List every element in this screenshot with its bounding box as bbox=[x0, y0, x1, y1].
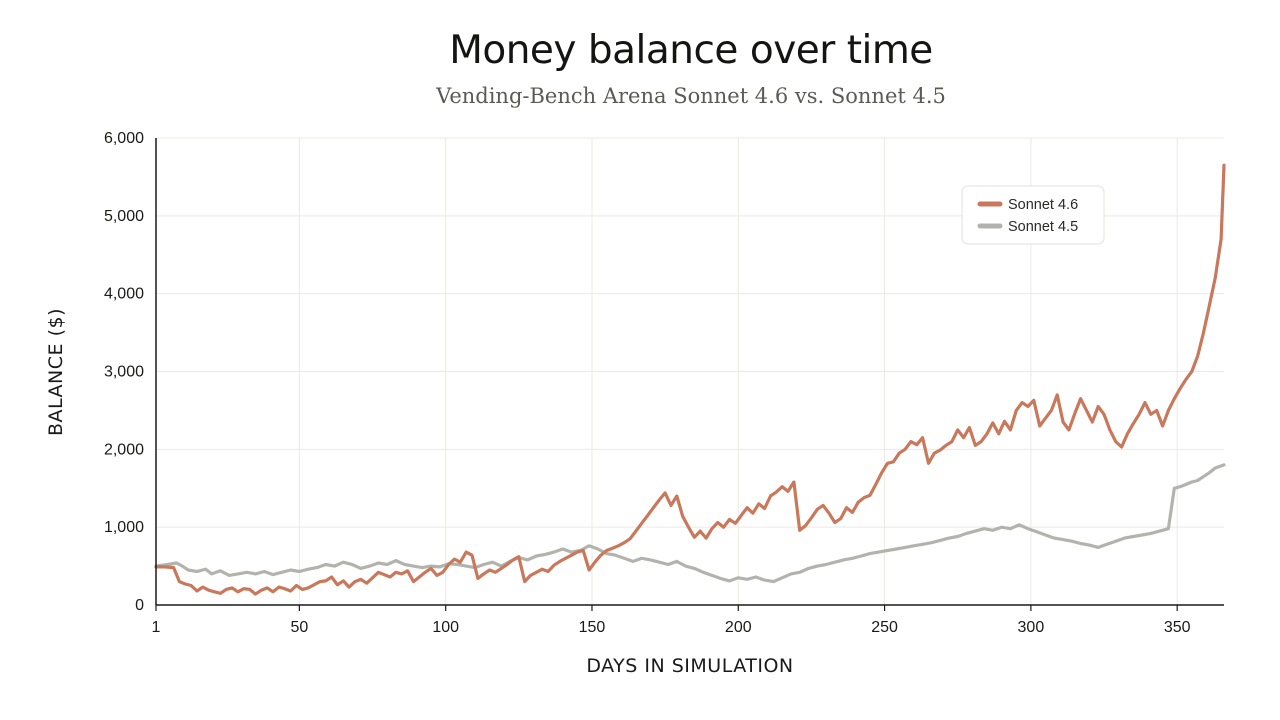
x-axis-title: DAYS IN SIMULATION bbox=[586, 655, 793, 677]
legend-label-sonnet-4-6: Sonnet 4.6 bbox=[1008, 197, 1078, 213]
x-tick-label: 300 bbox=[1018, 619, 1045, 636]
y-tick-label: 3,000 bbox=[104, 364, 144, 381]
series-line-sonnet-4-5 bbox=[154, 463, 1226, 584]
y-tick-label: 1,000 bbox=[104, 519, 144, 536]
x-tick-label: 250 bbox=[871, 619, 898, 636]
y-tick-label: 0 bbox=[135, 597, 144, 614]
x-tick-label: 200 bbox=[725, 619, 752, 636]
series-layer bbox=[154, 163, 1226, 596]
series-line-sonnet-4-6 bbox=[154, 163, 1226, 596]
legend-label-sonnet-4-5: Sonnet 4.5 bbox=[1008, 219, 1078, 235]
legend-box bbox=[961, 185, 1105, 245]
y-tick-label: 5,000 bbox=[104, 208, 144, 225]
axis-layer bbox=[155, 138, 1224, 611]
x-tick-label: 1 bbox=[152, 619, 161, 636]
y-tick-label: 4,000 bbox=[104, 286, 144, 303]
x-tick-label: 50 bbox=[290, 619, 308, 636]
y-tick-label: 2,000 bbox=[104, 441, 144, 458]
chart-title: Money balance over time bbox=[449, 28, 933, 73]
x-tick-label: 100 bbox=[432, 619, 459, 636]
y-axis-title: BALANCE ($) bbox=[45, 308, 67, 436]
y-tick-label: 6,000 bbox=[104, 130, 144, 147]
x-tick-label: 350 bbox=[1164, 619, 1191, 636]
chart-subtitle: Vending-Bench Arena Sonnet 4.6 vs. Sonne… bbox=[436, 84, 946, 108]
grid-layer bbox=[156, 137, 1224, 605]
legend: Sonnet 4.6 Sonnet 4.5 bbox=[961, 185, 1105, 245]
x-tick-label: 150 bbox=[579, 619, 606, 636]
